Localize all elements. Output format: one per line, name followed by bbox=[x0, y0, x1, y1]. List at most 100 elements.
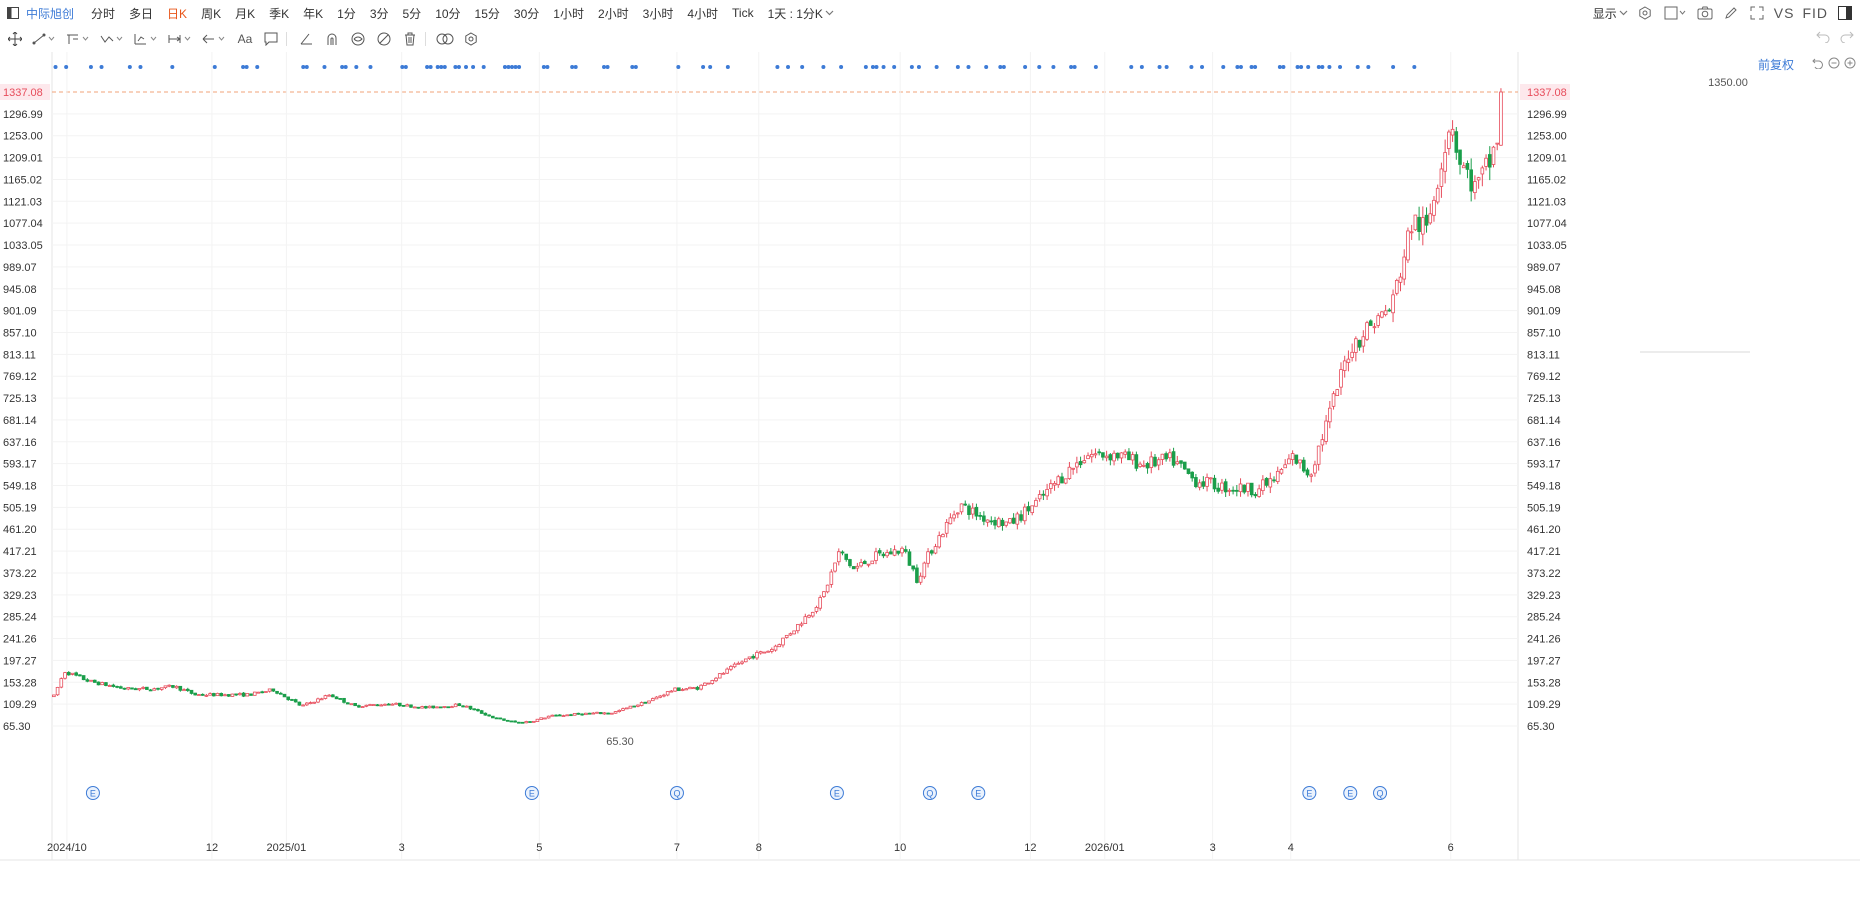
fid-button[interactable]: FID bbox=[1802, 5, 1828, 21]
stock-name[interactable]: 中际旭创 bbox=[26, 6, 75, 21]
y-tick-label-right: 1165.02 bbox=[1527, 174, 1566, 186]
event-marker[interactable]: E bbox=[1343, 786, 1358, 800]
candle-body bbox=[1004, 521, 1008, 526]
range-tool-icon[interactable] bbox=[166, 28, 196, 50]
candle bbox=[941, 533, 945, 538]
period-tab-17[interactable]: Tick bbox=[732, 6, 754, 20]
wave-tool-icon[interactable] bbox=[98, 28, 128, 50]
event-marker[interactable]: E bbox=[1302, 786, 1317, 800]
period-tab-6[interactable]: 年K bbox=[303, 6, 324, 21]
event-marker[interactable]: Q bbox=[669, 786, 684, 800]
signal-dot bbox=[1129, 65, 1134, 69]
zoom-in-icon[interactable] bbox=[1844, 56, 1856, 74]
y-tick-label-left: 329.23 bbox=[3, 590, 37, 602]
comment-icon[interactable] bbox=[260, 28, 282, 50]
period-tab-11[interactable]: 15分 bbox=[474, 6, 500, 21]
hide-icon[interactable] bbox=[373, 28, 395, 50]
candle bbox=[810, 611, 815, 618]
candle bbox=[613, 711, 618, 714]
period-tab-13[interactable]: 1小时 bbox=[553, 6, 584, 21]
text-tool[interactable]: Aa bbox=[237, 32, 253, 46]
y-tick-label-right: 1209.01 bbox=[1527, 153, 1567, 165]
candle-body bbox=[1257, 488, 1261, 497]
event-marker[interactable]: E bbox=[85, 786, 100, 800]
settings-hex-icon[interactable] bbox=[1636, 4, 1654, 22]
right-panel-toggle-icon[interactable] bbox=[1836, 4, 1854, 22]
candle-body bbox=[1499, 91, 1503, 146]
layout-square-icon[interactable] bbox=[1662, 4, 1688, 22]
gear-icon[interactable] bbox=[460, 28, 482, 50]
candle bbox=[1458, 149, 1462, 175]
period-tab-15[interactable]: 3小时 bbox=[642, 6, 674, 21]
redo-icon[interactable] bbox=[1840, 29, 1854, 48]
pencil-icon[interactable] bbox=[1722, 4, 1740, 22]
period-tab-8[interactable]: 3分 bbox=[369, 6, 389, 21]
candle bbox=[1439, 162, 1444, 198]
candle bbox=[509, 720, 514, 723]
candle bbox=[92, 679, 97, 683]
kline-chart-area[interactable]: 1337.08 1337.08 1296.99 1296.99 1253.00 1253.… bbox=[0, 52, 1860, 912]
sidebar-toggle-icon[interactable] bbox=[2, 2, 24, 24]
y-tick-label-left: 505.19 bbox=[3, 502, 37, 514]
candle-body bbox=[1264, 477, 1269, 486]
period-tab-9[interactable]: 5分 bbox=[402, 6, 422, 21]
eye-icon[interactable] bbox=[347, 28, 369, 50]
arrow-tool-icon[interactable] bbox=[200, 28, 230, 50]
display-dropdown[interactable]: 显示 bbox=[1593, 5, 1628, 22]
event-marker[interactable]: E bbox=[829, 786, 844, 800]
event-marker[interactable]: Q bbox=[922, 786, 937, 800]
camera-icon[interactable] bbox=[1696, 4, 1714, 22]
fullscreen-icon[interactable] bbox=[1748, 4, 1766, 22]
candle bbox=[1026, 501, 1031, 515]
candle-body bbox=[561, 715, 566, 717]
channel-tool-icon[interactable] bbox=[64, 28, 94, 50]
candle bbox=[286, 696, 291, 701]
period-tab-16[interactable]: 4小时 bbox=[687, 6, 719, 21]
candle bbox=[1142, 460, 1146, 468]
candle-body bbox=[1253, 494, 1258, 497]
candle-body bbox=[100, 682, 105, 686]
measure-tool-icon[interactable] bbox=[132, 28, 162, 50]
candle bbox=[464, 705, 469, 708]
link-rings-icon[interactable] bbox=[434, 28, 456, 50]
signal-dot bbox=[1072, 65, 1077, 69]
candle bbox=[929, 549, 934, 556]
trash-icon[interactable] bbox=[399, 28, 421, 50]
event-marker[interactable]: E bbox=[971, 786, 986, 800]
period-tab-0[interactable]: 分时 bbox=[91, 6, 116, 21]
kline-chart[interactable]: 1337.08 1337.08 1296.99 1296.99 1253.00 1253.… bbox=[0, 52, 1860, 912]
event-marker[interactable]: E bbox=[524, 786, 539, 800]
line-tool-icon[interactable] bbox=[30, 28, 60, 50]
angle-tool-icon[interactable] bbox=[295, 28, 317, 50]
period-tab-5[interactable]: 季K bbox=[269, 6, 290, 21]
period-tab-12[interactable]: 30分 bbox=[513, 6, 540, 21]
move-icon[interactable] bbox=[4, 28, 26, 50]
custom-period-dropdown[interactable]: 1天 : 1分K bbox=[761, 5, 841, 22]
candle bbox=[978, 511, 982, 520]
candle-body bbox=[468, 705, 473, 710]
period-tab-7[interactable]: 1分 bbox=[337, 6, 356, 21]
candle-body bbox=[264, 691, 268, 693]
period-tab-1[interactable]: 多日 bbox=[129, 6, 154, 21]
zoom-out-icon[interactable] bbox=[1828, 56, 1840, 74]
vs-button[interactable]: VS bbox=[1773, 5, 1795, 21]
top-bar: 中际旭创 分时 多日 日K 周K 月K 季K 年K 1分 3分 5分 10分 15分 30分 1小时 2小时… bbox=[0, 0, 1860, 26]
period-tab-14[interactable]: 2小时 bbox=[597, 6, 629, 21]
candle bbox=[1208, 477, 1213, 484]
price-adjust-mode[interactable]: 前复权 bbox=[1758, 58, 1795, 72]
candle bbox=[1398, 272, 1403, 292]
candle bbox=[119, 685, 123, 689]
reset-icon[interactable] bbox=[1812, 56, 1824, 74]
period-tab-3[interactable]: 周K bbox=[201, 6, 222, 21]
signal-dot bbox=[340, 65, 345, 69]
candle-body bbox=[1309, 474, 1314, 477]
candle-body bbox=[115, 686, 119, 688]
magnet-icon[interactable] bbox=[321, 28, 343, 50]
candle bbox=[1465, 160, 1470, 179]
period-tab-10[interactable]: 10分 bbox=[435, 6, 461, 21]
candle bbox=[1305, 467, 1310, 478]
period-tab-4[interactable]: 月K bbox=[235, 6, 256, 21]
period-tab-2[interactable]: 日K bbox=[167, 6, 188, 21]
undo-icon[interactable] bbox=[1816, 29, 1830, 48]
event-marker[interactable]: Q bbox=[1373, 786, 1388, 800]
